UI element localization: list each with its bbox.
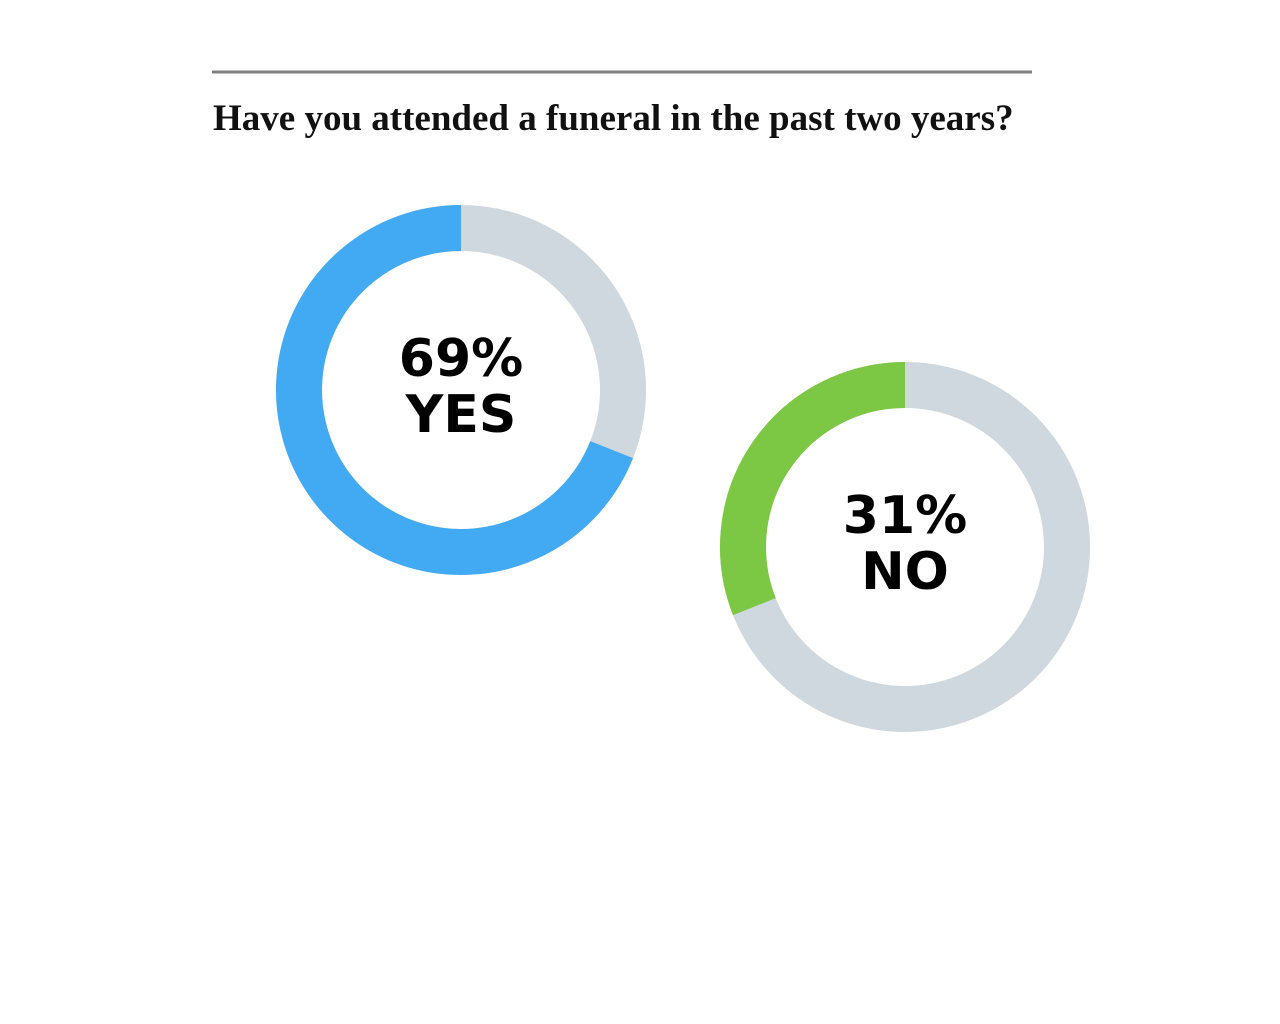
value-label: 31% [843, 486, 967, 546]
chart-title: Have you attended a funeral in the past … [213, 98, 1014, 139]
category-label: NO [861, 542, 949, 602]
value-label: 69% [399, 329, 523, 389]
donut-arc [720, 362, 906, 616]
category-label: YES [405, 385, 517, 445]
donut-arc [276, 205, 633, 575]
